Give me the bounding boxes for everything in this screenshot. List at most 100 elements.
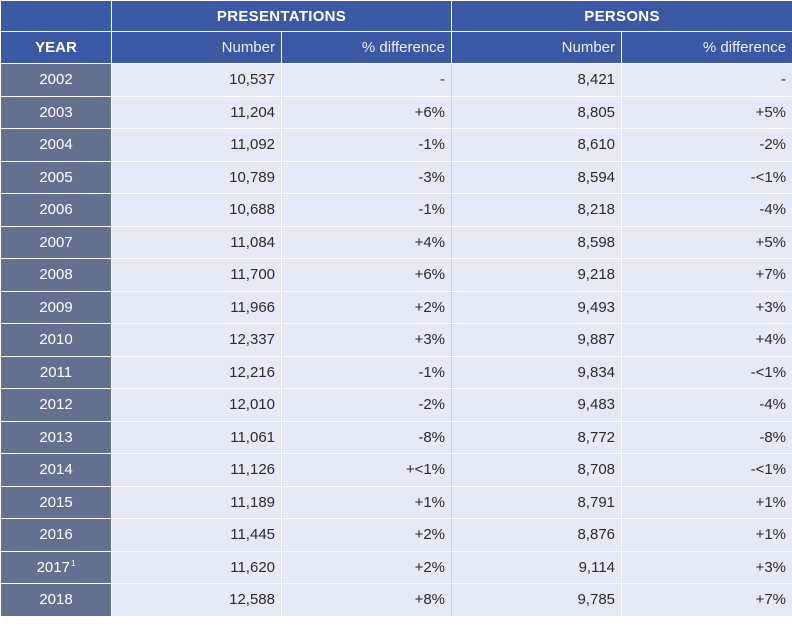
presentations-number-cell: 11,445 [111,518,282,552]
presentations-group-header: PRESENTATIONS [110,0,453,32]
persons-number-cell: 8,610 [451,128,623,162]
table-row: 2006 10,688 -1% 8,218 -4% [0,193,792,227]
presentations-number-cell: 11,700 [111,258,282,292]
presentations-diff-cell: +3% [280,323,453,357]
presentations-diff-cell: +2% [280,290,453,324]
year-value: 2010 [39,331,73,349]
presentations-number-cell: 10,789 [111,160,282,194]
persons-number-cell: 8,421 [451,63,623,97]
year-value: 2002 [39,71,73,89]
presentations-diff-cell: -2% [280,388,453,422]
presentations-persons-table: PRESENTATIONS PERSONS YEAR Number % diff… [0,0,792,617]
year-value: 2013 [39,428,73,446]
persons-diff-cell: - [621,63,792,97]
persons-number-cell: 8,876 [451,518,623,552]
year-value: 2011 [39,363,73,381]
persons-diff-cell: +3% [621,550,792,584]
footnote-marker: 1 [70,558,76,568]
table-row: 2002 10,537-8,421- [0,63,792,97]
persons-diff-cell: -<1% [621,453,792,487]
persons-number-cell: 8,772 [451,420,623,454]
table-row: 20171 11,620 +2% 9,114 +3% [0,550,792,584]
year-cell: 2018 [0,583,112,617]
year-cell: 2009 [0,290,112,324]
persons-number-cell: 9,493 [451,290,623,324]
year-cell: 2002 [0,63,112,97]
year-cell: 2012 [0,388,112,422]
presentations-number-cell: 11,092 [111,128,282,162]
persons-diff-cell: -2% [621,128,792,162]
year-cell: 20171 [0,550,112,584]
year-cell: 2007 [0,225,112,259]
table-row: 2014 11,126 +<1% 8,708 -<1% [0,453,792,487]
year-cell: 2008 [0,258,112,292]
presentations-diff-cell: +2% [280,550,453,584]
persons-diff-cell: +3% [621,290,792,324]
year-cell: 2003 [0,95,112,129]
persons-diff-cell: -<1% [621,160,792,194]
persons-number-cell: 8,598 [451,225,623,259]
presentations-number-cell: 12,010 [111,388,282,422]
presentations-diff-cell: - [280,63,453,97]
year-value: 2014 [39,461,73,479]
year-cell: 2005 [0,160,112,194]
year-value: 2007 [39,233,73,251]
presentations-diff-cell: +2% [280,518,453,552]
presentations-diff-cell: +4% [280,225,453,259]
persons-diff-cell: +4% [621,323,792,357]
presentations-diff-cell: +6% [280,258,453,292]
year-cell: 2014 [0,453,112,487]
table-row: 2008 11,700 +6% 9,218 +7% [0,258,792,292]
year-cell: 2013 [0,420,112,454]
year-column-header: YEAR [0,31,112,64]
presentations-number-cell: 11,126 [111,453,282,487]
persons-number-cell: 9,785 [451,583,623,617]
presentations-diff-cell: -1% [280,128,453,162]
table-row: 2018 12,588 +8% 9,785 +7% [0,583,792,617]
presentations-diff-cell: +8% [280,583,453,617]
year-cell: 2010 [0,323,112,357]
presentations-number-cell: 12,337 [111,323,282,357]
presentations-number-cell: 12,588 [111,583,282,617]
presentations-diff-cell: +6% [280,95,453,129]
persons-number-cell: 9,483 [451,388,623,422]
header-blank-cell [0,0,112,32]
table-row: 2016 11,445 +2% 8,876 +1% [0,518,792,552]
presentations-number-cell: 11,084 [111,225,282,259]
presentations-number-cell: 10,688 [111,193,282,227]
year-value: 2012 [39,396,73,414]
presentations-diff-cell: -1% [280,355,453,389]
persons-diff-header: % difference [621,31,792,64]
year-cell: 2006 [0,193,112,227]
persons-diff-cell: +1% [621,485,792,519]
year-cell: 2011 [0,355,112,389]
persons-diff-cell: +5% [621,95,792,129]
persons-number-cell: 9,114 [451,550,623,584]
persons-number-cell: 9,218 [451,258,623,292]
year-value: 2005 [39,168,73,186]
presentations-number-cell: 11,061 [111,420,282,454]
persons-number-cell: 8,594 [451,160,623,194]
year-value: 2006 [39,201,73,219]
table-row: 2011 12,216 -1% 9,834 -<1% [0,355,792,389]
table-row: 2012 12,010 -2% 9,483 -4% [0,388,792,422]
persons-number-cell: 9,887 [451,323,623,357]
presentations-number-cell: 11,966 [111,290,282,324]
persons-diff-cell: -8% [621,420,792,454]
presentations-number-cell: 11,204 [111,95,282,129]
column-header-row: YEAR Number % difference Number % differ… [0,31,792,64]
persons-diff-cell: -4% [621,193,792,227]
year-value: 2008 [39,266,73,284]
persons-number-cell: 8,218 [451,193,623,227]
presentations-diff-cell: +<1% [280,453,453,487]
table-body: 2002 10,537-8,421-2003 11,204 +6% 8,805 +5% 20… [0,63,792,617]
persons-diff-cell: -<1% [621,355,792,389]
year-value: 2003 [39,103,73,121]
persons-diff-cell: +7% [621,258,792,292]
presentations-number-cell: 11,189 [111,485,282,519]
table-row: 2009 11,966 +2% 9,493 +3% [0,290,792,324]
year-cell: 2004 [0,128,112,162]
year-value: 2009 [39,298,73,316]
year-value: 2017 [36,558,70,576]
persons-diff-cell: +1% [621,518,792,552]
